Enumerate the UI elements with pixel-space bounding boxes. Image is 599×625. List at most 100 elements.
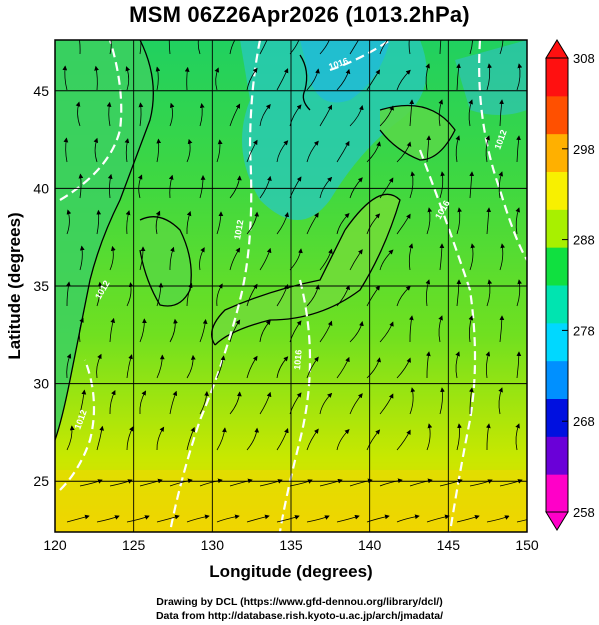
streamline — [468, 99, 473, 127]
streamline — [94, 65, 99, 91]
streamline — [214, 67, 219, 91]
colorbar-segment — [546, 133, 568, 172]
streamline — [138, 102, 144, 127]
streamline — [216, 211, 224, 235]
streamline — [229, 40, 236, 55]
streamline — [336, 356, 350, 379]
colorbar-segment — [546, 322, 568, 362]
colorbar-tick-label: 258 — [573, 505, 595, 520]
streamline — [499, 40, 504, 55]
streamline — [529, 388, 532, 414]
streamline — [409, 387, 416, 415]
streamline — [468, 315, 474, 343]
streamline — [439, 387, 445, 415]
streamline — [199, 103, 205, 127]
streamline — [499, 315, 505, 343]
streamline — [516, 63, 523, 91]
streamline — [408, 315, 414, 343]
streamline — [199, 247, 205, 271]
streamline — [516, 519, 527, 523]
streamline — [366, 285, 381, 307]
streamline — [78, 173, 84, 199]
streamline — [426, 135, 432, 163]
streamline — [186, 514, 210, 523]
streamline — [259, 40, 268, 55]
streamline — [408, 40, 411, 55]
lon-tick-label: 135 — [279, 537, 303, 553]
streamline — [469, 40, 473, 55]
latitude-tick-labels: 25 30 35 40 45 — [33, 83, 49, 489]
streamline — [486, 279, 493, 307]
streamline — [63, 137, 69, 163]
streamline — [530, 244, 532, 270]
streamline — [96, 281, 103, 307]
streamline — [79, 479, 103, 487]
streamline — [79, 245, 85, 271]
streamline — [379, 105, 395, 127]
streamline — [139, 390, 147, 415]
lat-tick-label: 45 — [33, 83, 49, 99]
streamline — [515, 423, 520, 451]
streamline — [139, 40, 142, 55]
streamline — [516, 279, 523, 307]
streamline — [289, 248, 303, 271]
streamline — [289, 479, 313, 487]
streamline — [259, 103, 271, 127]
streamline — [169, 318, 178, 343]
streamline — [259, 319, 271, 343]
streamline — [366, 514, 390, 523]
streamline — [186, 210, 192, 235]
streamline — [455, 135, 460, 163]
streamline — [66, 281, 71, 307]
wind-streamlines — [62, 40, 532, 523]
streamline — [469, 243, 476, 271]
streamline — [396, 514, 420, 523]
streamline — [379, 249, 394, 271]
streamline — [139, 478, 163, 487]
streamline — [306, 356, 319, 379]
streamline — [246, 211, 260, 235]
streamline — [306, 140, 319, 163]
streamline — [216, 355, 226, 379]
streamline — [186, 138, 193, 163]
streamline — [486, 207, 492, 235]
streamline — [106, 101, 112, 127]
streamline — [306, 212, 319, 235]
streamline — [379, 393, 394, 415]
streamline — [319, 40, 330, 55]
lat-tick-label: 25 — [33, 473, 49, 489]
streamline — [66, 353, 72, 379]
streamline — [366, 213, 381, 235]
lon-tick-label: 140 — [358, 537, 382, 553]
streamline — [126, 515, 150, 523]
streamline — [396, 69, 411, 91]
lat-tick-label: 40 — [33, 180, 49, 196]
streamline — [259, 175, 272, 199]
streamline — [276, 284, 289, 307]
streamline — [409, 99, 415, 127]
streamline — [62, 65, 68, 91]
colorbar-tick-label: 268 — [573, 414, 595, 429]
streamline — [229, 247, 241, 271]
streamline — [366, 429, 381, 451]
lon-tick-label: 130 — [201, 537, 225, 553]
isobar-label: 1012 — [232, 219, 245, 240]
colorbar-segment — [546, 209, 568, 248]
streamline — [336, 284, 351, 307]
colorbar-segment — [546, 360, 568, 399]
streamline — [319, 320, 333, 343]
streamline — [438, 315, 443, 343]
streamline — [455, 351, 460, 379]
temperature-field — [55, 40, 532, 532]
streamline — [485, 351, 491, 379]
streamline — [197, 40, 201, 55]
streamline — [396, 141, 412, 163]
streamline — [396, 285, 411, 307]
streamline — [336, 514, 360, 523]
streamline — [169, 390, 178, 415]
streamline — [486, 515, 510, 523]
streamline — [156, 138, 162, 163]
streamline — [439, 243, 445, 271]
streamline — [156, 514, 180, 523]
